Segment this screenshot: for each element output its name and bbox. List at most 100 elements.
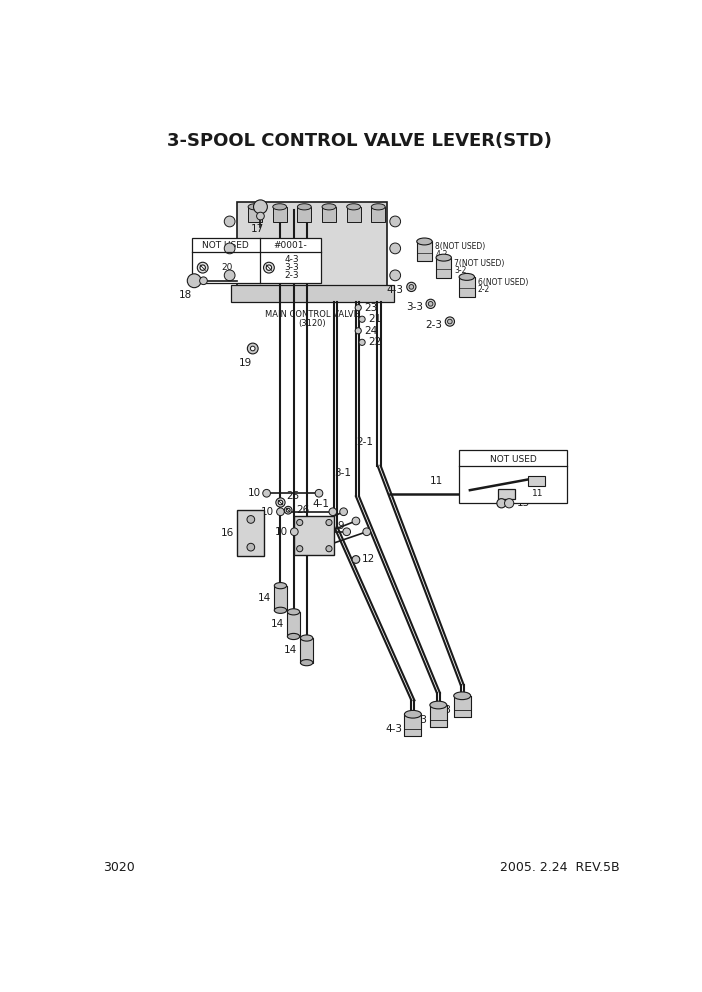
Text: 19: 19 bbox=[239, 358, 252, 368]
Circle shape bbox=[406, 283, 416, 292]
Circle shape bbox=[224, 216, 235, 227]
Circle shape bbox=[326, 546, 332, 552]
Circle shape bbox=[363, 528, 371, 536]
Text: 16: 16 bbox=[221, 529, 234, 539]
Circle shape bbox=[326, 520, 332, 526]
Circle shape bbox=[390, 243, 401, 254]
Text: 13: 13 bbox=[310, 516, 324, 526]
Circle shape bbox=[390, 216, 401, 227]
Bar bbox=[453, 695, 470, 717]
Ellipse shape bbox=[436, 254, 451, 261]
Circle shape bbox=[284, 506, 292, 514]
Ellipse shape bbox=[287, 609, 300, 615]
Text: 14: 14 bbox=[284, 646, 298, 656]
Text: 24: 24 bbox=[364, 325, 378, 335]
Bar bbox=[192, 238, 321, 283]
Circle shape bbox=[297, 546, 303, 552]
Circle shape bbox=[286, 508, 290, 512]
Text: 2-2: 2-2 bbox=[477, 286, 490, 295]
Circle shape bbox=[343, 528, 350, 536]
Bar bbox=[231, 286, 394, 303]
Ellipse shape bbox=[287, 634, 300, 640]
Circle shape bbox=[505, 499, 514, 508]
Bar bbox=[417, 241, 432, 262]
Circle shape bbox=[263, 262, 274, 273]
Circle shape bbox=[251, 346, 255, 351]
Ellipse shape bbox=[371, 203, 385, 210]
Circle shape bbox=[253, 200, 267, 213]
Text: 26: 26 bbox=[296, 505, 309, 515]
Bar bbox=[298, 206, 311, 222]
Circle shape bbox=[352, 556, 360, 563]
Text: (3120): (3120) bbox=[298, 319, 326, 328]
Bar bbox=[459, 450, 567, 503]
Text: 14: 14 bbox=[258, 593, 271, 603]
Ellipse shape bbox=[453, 692, 470, 699]
Ellipse shape bbox=[274, 582, 286, 588]
Bar bbox=[294, 517, 334, 555]
Bar bbox=[300, 638, 313, 663]
Circle shape bbox=[197, 262, 208, 273]
Text: 15: 15 bbox=[517, 498, 530, 508]
Circle shape bbox=[497, 499, 506, 508]
Circle shape bbox=[297, 520, 303, 526]
Circle shape bbox=[355, 327, 362, 334]
Ellipse shape bbox=[274, 607, 286, 613]
Text: 23: 23 bbox=[364, 303, 378, 312]
Text: 4-3: 4-3 bbox=[385, 724, 402, 734]
Ellipse shape bbox=[404, 710, 421, 718]
Text: NOT USED: NOT USED bbox=[489, 455, 536, 464]
Text: 22: 22 bbox=[369, 337, 381, 347]
Bar bbox=[529, 476, 545, 485]
Text: MAIN CONTROL VALVE: MAIN CONTROL VALVE bbox=[265, 310, 359, 319]
Text: 20: 20 bbox=[221, 263, 232, 272]
Text: 3-2: 3-2 bbox=[454, 266, 467, 275]
Text: #0001-: #0001- bbox=[273, 241, 307, 250]
Ellipse shape bbox=[300, 660, 313, 666]
Circle shape bbox=[315, 489, 323, 497]
Text: 14: 14 bbox=[271, 619, 284, 629]
Bar bbox=[274, 585, 286, 610]
Bar bbox=[404, 714, 421, 736]
Circle shape bbox=[263, 489, 270, 497]
Bar bbox=[273, 206, 286, 222]
Text: 4-1: 4-1 bbox=[313, 499, 330, 509]
Text: 3-3: 3-3 bbox=[284, 263, 299, 272]
Circle shape bbox=[278, 500, 283, 505]
Circle shape bbox=[291, 528, 298, 536]
Text: 18: 18 bbox=[178, 290, 192, 300]
Text: 4-2: 4-2 bbox=[435, 250, 448, 259]
Circle shape bbox=[426, 300, 435, 309]
Text: 8(NOT USED): 8(NOT USED) bbox=[435, 242, 486, 251]
Text: 2005. 2.24  REV.5B: 2005. 2.24 REV.5B bbox=[500, 861, 619, 874]
Text: 7(NOT USED): 7(NOT USED) bbox=[454, 259, 505, 268]
Circle shape bbox=[276, 498, 285, 507]
Text: 21: 21 bbox=[369, 314, 381, 324]
Circle shape bbox=[390, 270, 401, 281]
Text: 2-3: 2-3 bbox=[425, 319, 442, 329]
Text: 11: 11 bbox=[430, 476, 443, 486]
Text: 2-3: 2-3 bbox=[284, 271, 299, 280]
Text: 3020: 3020 bbox=[103, 861, 135, 874]
Circle shape bbox=[428, 302, 433, 307]
Text: 12: 12 bbox=[362, 555, 376, 564]
Ellipse shape bbox=[417, 238, 432, 245]
Bar bbox=[430, 705, 446, 726]
Text: 4-3: 4-3 bbox=[387, 285, 404, 295]
Text: 10: 10 bbox=[261, 507, 274, 517]
Circle shape bbox=[247, 516, 255, 524]
Circle shape bbox=[352, 517, 360, 525]
Text: 10: 10 bbox=[275, 527, 288, 537]
Text: 3-1: 3-1 bbox=[334, 468, 351, 478]
Circle shape bbox=[224, 270, 235, 281]
Circle shape bbox=[355, 305, 362, 310]
Bar bbox=[237, 510, 264, 557]
Circle shape bbox=[340, 508, 347, 516]
Text: 11: 11 bbox=[532, 489, 543, 498]
Circle shape bbox=[409, 285, 413, 290]
Circle shape bbox=[187, 274, 201, 288]
Ellipse shape bbox=[298, 203, 311, 210]
Circle shape bbox=[257, 212, 264, 220]
Bar bbox=[322, 206, 336, 222]
Bar bbox=[371, 206, 385, 222]
